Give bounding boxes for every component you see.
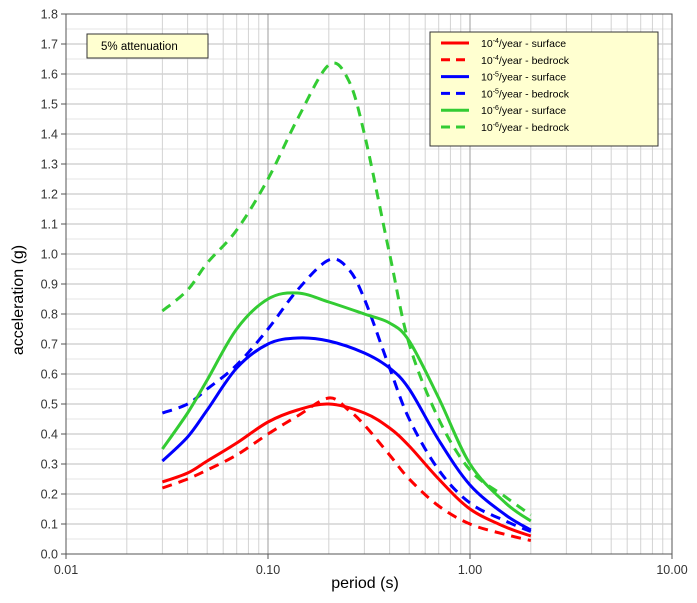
y-tick-label: 1.2	[41, 188, 58, 202]
y-tick-label: 0.0	[41, 548, 58, 562]
legend-label-2: 10-4/year - bedrock	[481, 55, 570, 67]
y-tick-label: 0.1	[41, 518, 58, 532]
legend-label-1: 10-4/year - surface	[481, 38, 566, 50]
y-tick-label: 0.4	[41, 428, 58, 442]
y-tick-label: 0.8	[41, 308, 58, 322]
y-tick-label: 1.7	[41, 38, 58, 52]
legend-label-5: 10-6/year - surface	[481, 105, 566, 117]
x-tick-label: 1.00	[458, 563, 482, 577]
y-tick-label: 1.0	[41, 248, 58, 262]
series-line-3	[161, 336, 532, 532]
y-tick-label: 0.2	[41, 488, 58, 502]
y-tick-label: 0.7	[41, 338, 58, 352]
y-tick-label: 0.3	[41, 458, 58, 472]
y-axis-title: acceleration (g)	[10, 245, 27, 355]
legend: 10-4/year - surface 10-4/year - bedrock 10…	[429, 31, 659, 147]
legend-label-6: 10-6/year - bedrock	[481, 122, 570, 134]
y-tick-label: 1.5	[41, 98, 58, 112]
y-tick-label: 0.6	[41, 368, 58, 382]
legend-label-3: 10-5/year - surface	[481, 72, 566, 84]
x-tick-label: 0.10	[256, 563, 280, 577]
annotation-box: 5% attenuation	[86, 33, 209, 59]
series-line-5	[161, 291, 532, 523]
series-line-6	[161, 61, 532, 517]
series-line-2	[161, 396, 532, 542]
y-tick-label: 1.8	[41, 8, 58, 22]
legend-box	[429, 31, 659, 147]
y-tick-label: 0.9	[41, 278, 58, 292]
x-tick-label: 10.00	[656, 563, 687, 577]
y-tick-label: 1.3	[41, 158, 58, 172]
series-lines	[161, 61, 532, 542]
x-tick-label: 0.01	[54, 563, 78, 577]
legend-label-4: 10-5/year - bedrock	[481, 88, 570, 100]
y-tick-label: 1.4	[41, 128, 58, 142]
annotation-text: 5% attenuation	[101, 41, 178, 53]
y-tick-label: 1.6	[41, 68, 58, 82]
x-axis-title: period (s)	[331, 575, 399, 592]
axis-ticks: 0.0 0.1 0.2 0.3 0.4 0.5 0.6 0.7 0.8 0.9 1.0 1.1 1.2 1…	[41, 8, 688, 578]
y-tick-label: 0.5	[41, 398, 58, 412]
y-tick-label: 1.1	[41, 218, 58, 232]
